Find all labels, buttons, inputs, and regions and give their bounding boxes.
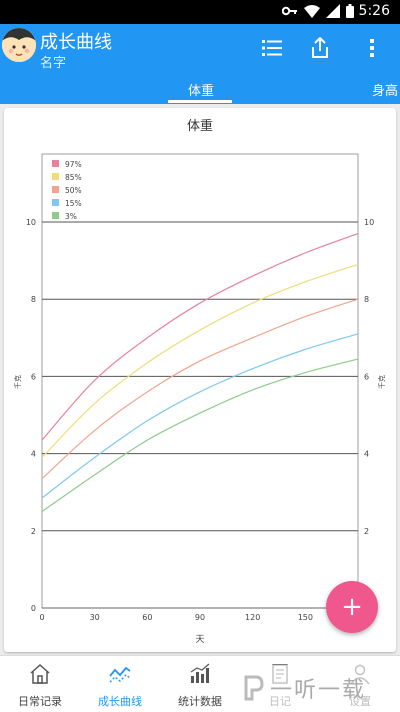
y-tick-label-left: 2 (31, 527, 36, 536)
x-tick-label: 60 (142, 613, 152, 622)
x-tick-label: 150 (298, 613, 313, 622)
y-axis-label-right: 千克 (377, 375, 386, 389)
legend-label: 85% (65, 173, 82, 182)
chart-card: 体重 天 千克 千克 00224466881010030609012015018… (4, 108, 396, 652)
home-icon (30, 663, 50, 684)
series-line-15pct (41, 333, 359, 499)
x-tick-label: 90 (195, 613, 205, 622)
wifi-icon (304, 4, 320, 18)
series-line-85pct (41, 263, 359, 458)
legend-swatch (52, 160, 59, 167)
y-tick-label-left: 8 (31, 295, 36, 304)
growth-chart: 体重 天 千克 千克 00224466881010030609012015018… (13, 118, 386, 645)
legend-swatch (52, 212, 59, 219)
legend-label: 15% (65, 199, 82, 208)
share-button[interactable] (308, 36, 332, 60)
legend-swatch (52, 186, 59, 193)
key-icon (282, 6, 297, 16)
y-tick-label-left: 6 (31, 372, 36, 381)
series-line-97pct (41, 233, 359, 441)
y-tick-label-left: 0 (31, 604, 36, 613)
x-tick-label: 120 (245, 613, 260, 622)
y-axis-label-left: 千克 (13, 375, 22, 389)
y-tick-label-right: 8 (364, 295, 369, 304)
legend-label: 3% (65, 212, 77, 221)
tab-height[interactable]: 身高 (372, 84, 399, 99)
series-line-50pct (41, 298, 359, 480)
watermark-logo-icon (244, 675, 264, 701)
x-axis-label: 天 (195, 635, 204, 645)
nav-statistics[interactable]: 统计数据 (160, 656, 240, 712)
list-icon (262, 40, 282, 56)
series-line-3pct (41, 358, 359, 512)
status-time: 5:26 (358, 3, 390, 19)
watermark: 一听一载 (242, 665, 400, 711)
list-button[interactable] (260, 36, 284, 60)
legend-swatch (52, 199, 59, 206)
more-icon (370, 39, 374, 57)
y-tick-label-right: 6 (364, 372, 369, 381)
legend-label: 50% (65, 186, 82, 195)
status-icons (282, 4, 354, 18)
y-tick-label-right: 10 (364, 218, 374, 227)
bar-chart-icon (190, 663, 210, 683)
more-button[interactable] (360, 36, 384, 60)
status-bar: 5:26 (0, 0, 400, 24)
avatar[interactable] (2, 28, 36, 62)
nav-daily-record[interactable]: 日常记录 (0, 656, 80, 712)
legend-swatch (52, 173, 59, 180)
app-bar: 成长曲线 名字 (0, 24, 400, 72)
add-record-button[interactable]: + (326, 581, 378, 633)
nav-label: 成长曲线 (98, 695, 142, 708)
trend-icon (109, 666, 131, 683)
nav-label: 统计数据 (178, 695, 222, 708)
x-tick-label: 30 (90, 613, 100, 622)
tab-bar: 体重 身高 (0, 72, 400, 104)
nav-growth-curve[interactable]: 成长曲线 (80, 656, 160, 712)
nav-label: 日常记录 (18, 695, 62, 708)
share-icon (312, 37, 328, 58)
y-tick-label-left: 4 (31, 450, 36, 459)
baby-name: 名字 (40, 56, 67, 71)
tab-indicator (168, 100, 232, 103)
signal-icon (326, 4, 340, 18)
watermark-text: 一听一载 (270, 678, 367, 703)
legend-label: 97% (65, 160, 82, 169)
y-tick-label-left: 10 (26, 218, 36, 227)
tab-weight[interactable]: 体重 (188, 84, 215, 99)
chart-title: 体重 (187, 118, 213, 134)
x-tick-label: 0 (39, 613, 44, 622)
battery-icon (346, 4, 354, 18)
y-tick-label-right: 2 (364, 527, 369, 536)
y-tick-label-right: 4 (364, 450, 369, 459)
baby-face-icon (2, 28, 36, 62)
page-title: 成长曲线 (40, 32, 112, 53)
